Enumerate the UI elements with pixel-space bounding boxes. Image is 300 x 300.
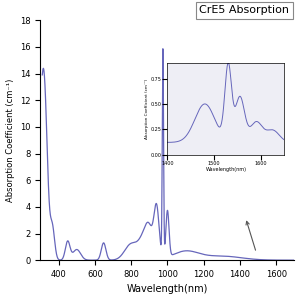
Y-axis label: Absorption Coefficient (cm⁻¹): Absorption Coefficient (cm⁻¹) [6, 79, 15, 202]
Text: CrE5 Absorption: CrE5 Absorption [200, 5, 290, 15]
X-axis label: Wavelength(nm): Wavelength(nm) [127, 284, 208, 294]
